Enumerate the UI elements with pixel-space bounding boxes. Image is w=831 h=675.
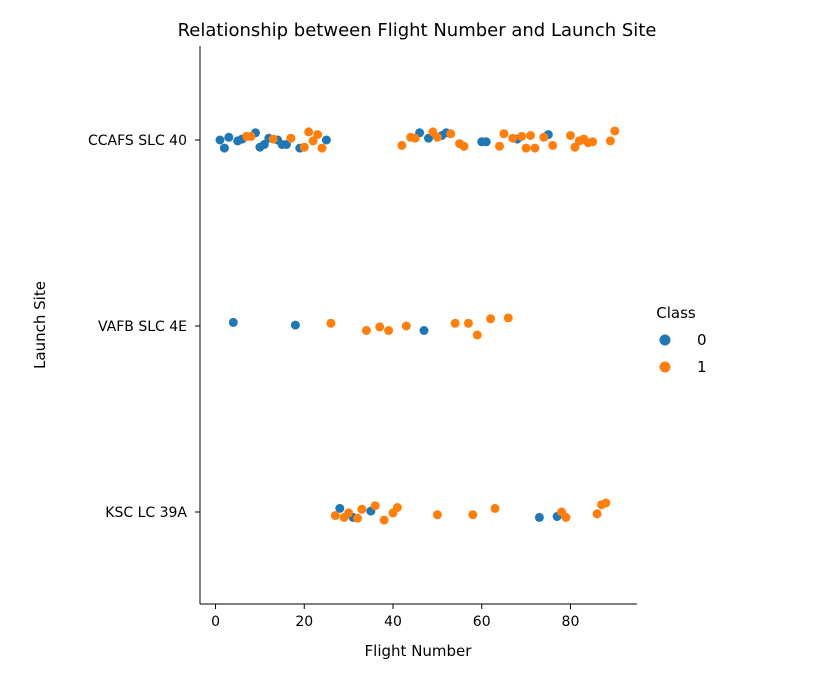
- data-point-class-1: [601, 498, 611, 508]
- data-point-class-1: [384, 326, 394, 335]
- data-point-class-1: [495, 141, 504, 151]
- data-point-class-1: [561, 512, 571, 522]
- data-point-class-1: [450, 318, 460, 328]
- legend-label-class-1: 1: [697, 358, 707, 376]
- data-point-class-1: [344, 508, 354, 518]
- data-point-class-1: [463, 318, 473, 328]
- y-tick-label: CCAFS SLC 40: [88, 133, 187, 149]
- data-point-class-1: [268, 134, 278, 144]
- data-point-class-1: [304, 127, 314, 137]
- data-point-class-0: [481, 137, 491, 147]
- legend-entries: 01: [659, 331, 707, 376]
- x-tick-label: 60: [473, 614, 491, 630]
- data-point-class-1: [548, 140, 558, 150]
- data-point-class-1: [446, 129, 456, 139]
- data-point-class-1: [472, 330, 482, 340]
- data-point-class-1: [392, 503, 402, 512]
- data-point-class-1: [432, 132, 442, 142]
- data-point-class-1: [361, 326, 371, 335]
- data-point-class-1: [490, 503, 500, 513]
- data-point-class-1: [539, 132, 549, 142]
- data-point-class-1: [379, 515, 389, 525]
- data-point-class-1: [397, 140, 407, 150]
- data-point-class-0: [290, 320, 300, 330]
- data-point-class-1: [508, 133, 518, 143]
- data-point-class-1: [317, 143, 327, 153]
- data-point-class-1: [375, 322, 385, 332]
- data-point-class-0: [228, 317, 238, 327]
- chart-title: Relationship between Flight Number and L…: [178, 20, 657, 41]
- data-point-class-1: [246, 131, 256, 141]
- axes: [199, 46, 637, 605]
- legend-title: Class: [656, 304, 696, 322]
- y-tick-label: VAFB SLC 4E: [98, 319, 187, 335]
- data-point-class-1: [308, 136, 318, 146]
- legend-marker-class-1: [659, 361, 671, 373]
- data-point-class-1: [570, 142, 580, 152]
- data-point-class-0: [215, 135, 225, 145]
- y-ticks: CCAFS SLC 40 VAFB SLC 4E KSC LC 39A: [88, 133, 200, 521]
- data-point-class-1: [401, 321, 411, 331]
- x-tick-label: 20: [295, 614, 313, 630]
- y-tick-label: KSC LC 39A: [105, 505, 187, 521]
- data-point-class-1: [592, 509, 602, 519]
- legend: Class 01: [656, 304, 706, 376]
- data-point-class-1: [588, 137, 598, 147]
- data-point-class-1: [566, 131, 575, 140]
- data-point-class-1: [330, 511, 340, 521]
- data-point-class-0: [424, 133, 433, 143]
- data-point-class-0: [321, 135, 331, 145]
- data-point-class-1: [286, 133, 296, 143]
- data-point-class-1: [410, 133, 420, 143]
- data-point-class-1: [370, 501, 380, 511]
- data-point-class-1: [521, 143, 531, 153]
- data-point-class-1: [468, 510, 478, 520]
- data-point-class-1: [610, 126, 620, 136]
- data-point-class-1: [526, 131, 535, 140]
- data-point-class-1: [459, 141, 469, 151]
- x-tick-label: 80: [562, 614, 580, 630]
- data-point-class-0: [219, 143, 229, 153]
- data-point-class-0: [534, 512, 544, 522]
- data-point-class-1: [486, 314, 496, 324]
- data-point-class-1: [503, 313, 513, 323]
- data-point-class-0: [335, 503, 345, 513]
- data-point-class-1: [353, 513, 362, 523]
- data-point-class-0: [224, 132, 234, 142]
- data-point-class-0: [282, 140, 291, 149]
- data-point-class-1: [499, 129, 509, 139]
- data-point-class-1: [517, 131, 527, 141]
- data-points: [215, 126, 620, 525]
- x-tick-label: 40: [384, 614, 402, 630]
- x-axis-label: Flight Number: [365, 642, 473, 660]
- y-axis-label: Launch Site: [31, 281, 49, 369]
- data-point-class-1: [299, 142, 309, 152]
- data-point-class-1: [326, 318, 336, 328]
- data-point-class-1: [605, 136, 615, 146]
- data-point-class-1: [432, 510, 442, 520]
- data-point-class-1: [357, 504, 367, 514]
- data-point-class-0: [259, 140, 269, 149]
- legend-label-class-0: 0: [697, 331, 707, 349]
- data-point-class-1: [530, 143, 540, 153]
- data-point-class-1: [313, 130, 323, 140]
- x-tick-label: 0: [211, 614, 220, 630]
- data-point-class-0: [419, 326, 429, 335]
- x-ticks: 0 20 40 60 80: [211, 604, 579, 630]
- legend-marker-class-0: [659, 334, 671, 346]
